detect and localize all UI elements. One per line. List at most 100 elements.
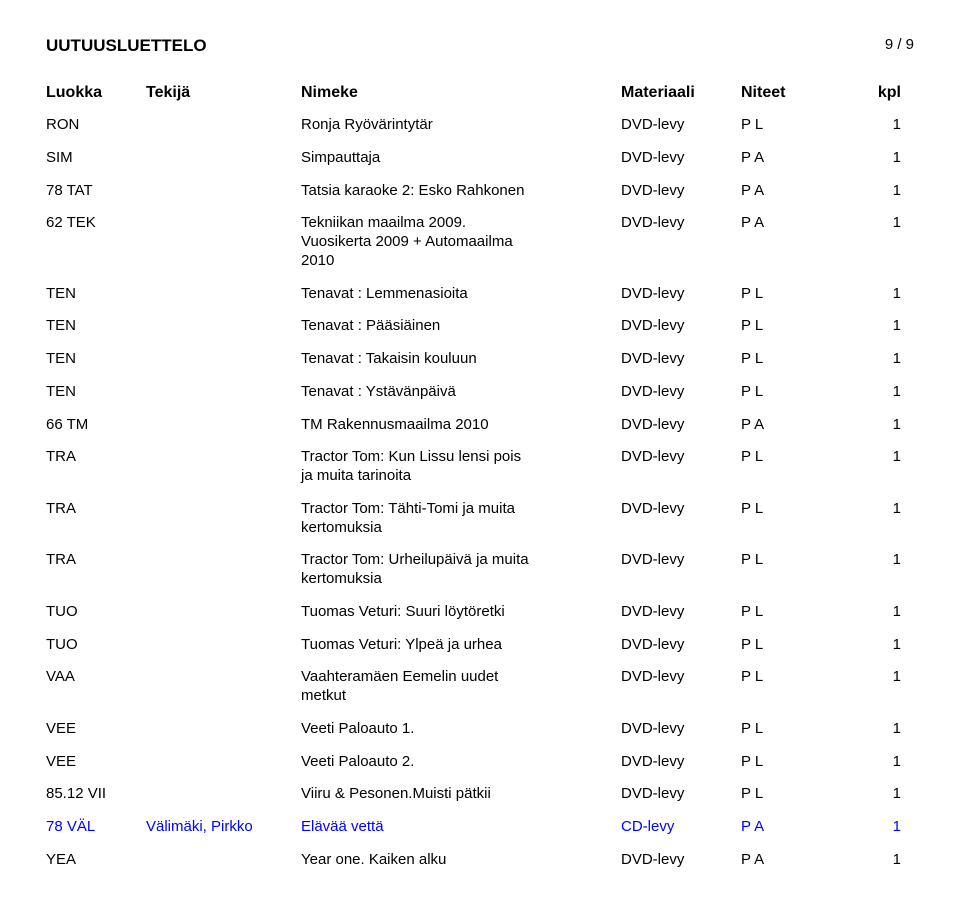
cell-materiaali: DVD-levy (621, 668, 741, 685)
cell-kpl: 1 (831, 149, 901, 166)
cell-luokka: 78 VÄL (46, 818, 146, 835)
cell-luokka: RON (46, 116, 146, 133)
table-row: RON Ronja RyövärintytärDVD-levyP L1 (46, 116, 914, 135)
cell-luokka: 66 TM (46, 416, 146, 433)
table-row: 85.12 VIIViiru & Pesonen.Muisti pätkiiDV… (46, 785, 914, 804)
cell-luokka: 85.12 VII (46, 785, 146, 802)
table-row: TENTenavat : YstävänpäiväDVD-levyP L1 (46, 383, 914, 402)
cell-luokka: TRA (46, 448, 146, 465)
cell-nimeke: Vaahteramäen Eemelin uudetmetkut (301, 668, 621, 706)
cell-kpl: 1 (831, 551, 901, 568)
cell-nimeke: Tekniikan maailma 2009.Vuosikerta 2009 +… (301, 214, 621, 270)
cell-nimeke: Tenavat : Takaisin kouluun (301, 350, 621, 369)
cell-kpl: 1 (831, 636, 901, 653)
cell-materiaali: DVD-levy (621, 603, 741, 620)
cell-materiaali: DVD-levy (621, 317, 741, 334)
cell-luokka: YEA (46, 851, 146, 868)
cell-nimeke: Ronja Ryövärintytär (301, 116, 621, 135)
table-row: 78 VÄLVälimäki, PirkkoElävää vettäCD-lev… (46, 818, 914, 837)
cell-luokka: TEN (46, 383, 146, 400)
cell-kpl: 1 (831, 214, 901, 231)
cell-kpl: 1 (831, 785, 901, 802)
cell-nimeke: Veeti Paloauto 2. (301, 753, 621, 772)
cell-nimeke: Simpauttaja (301, 149, 621, 168)
cell-nimeke: Tatsia karaoke 2: Esko Rahkonen (301, 182, 621, 201)
table-row: 62 TEK Tekniikan maailma 2009.Vuosikerta … (46, 214, 914, 270)
cell-niteet: P L (741, 285, 831, 302)
cell-materiaali: DVD-levy (621, 851, 741, 868)
header-kpl: kpl (831, 84, 901, 102)
cell-nimeke: Tractor Tom: Urheilupäivä ja muitakertom… (301, 551, 621, 589)
cell-materiaali: DVD-levy (621, 350, 741, 367)
cell-nimeke: Tenavat : Pääsiäinen (301, 317, 621, 336)
cell-materiaali: DVD-levy (621, 551, 741, 568)
cell-niteet: P L (741, 636, 831, 653)
cell-luokka: TUO (46, 603, 146, 620)
table-row: VAAVaahteramäen Eemelin uudetmetkutDVD-l… (46, 668, 914, 706)
cell-nimeke: Tuomas Veturi: Ylpeä ja urhea (301, 636, 621, 655)
cell-kpl: 1 (831, 317, 901, 334)
cell-luokka: TUO (46, 636, 146, 653)
table-row: TRATractor Tom: Kun Lissu lensi poisja m… (46, 448, 914, 486)
cell-nimeke: Tenavat : Ystävänpäivä (301, 383, 621, 402)
cell-nimeke: Tractor Tom: Tähti-Tomi ja muitakertomuk… (301, 500, 621, 538)
cell-niteet: P L (741, 720, 831, 737)
cell-niteet: P L (741, 317, 831, 334)
table-row: TEN Tenavat : PääsiäinenDVD-levyP L1 (46, 317, 914, 336)
cell-nimeke: TM Rakennusmaailma 2010 (301, 416, 621, 435)
page-count: 9 / 9 (885, 36, 914, 56)
cell-luokka: 62 TEK (46, 214, 146, 231)
cell-materiaali: DVD-levy (621, 383, 741, 400)
cell-kpl: 1 (831, 668, 901, 685)
cell-kpl: 1 (831, 720, 901, 737)
cell-materiaali: CD-levy (621, 818, 741, 835)
cell-niteet: P L (741, 603, 831, 620)
cell-kpl: 1 (831, 116, 901, 133)
cell-niteet: P L (741, 668, 831, 685)
cell-luokka: VEE (46, 753, 146, 770)
cell-niteet: P L (741, 753, 831, 770)
cell-luokka: SIM (46, 149, 146, 166)
cell-luokka: TRA (46, 551, 146, 568)
cell-niteet: P A (741, 214, 831, 231)
table-row: TENTenavat : Takaisin kouluunDVD-levyP L… (46, 350, 914, 369)
cell-materiaali: DVD-levy (621, 720, 741, 737)
cell-nimeke: Year one. Kaiken alku (301, 851, 621, 870)
cell-niteet: P L (741, 350, 831, 367)
cell-materiaali: DVD-levy (621, 214, 741, 231)
document-title: UUTUUSLUETTELO (46, 36, 207, 56)
table-row: TUOTuomas Veturi: Ylpeä ja urheaDVD-levy… (46, 636, 914, 655)
cell-materiaali: DVD-levy (621, 116, 741, 133)
cell-luokka: 78 TAT (46, 182, 146, 199)
cell-luokka: TEN (46, 317, 146, 334)
cell-niteet: P L (741, 116, 831, 133)
cell-luokka: TRA (46, 500, 146, 517)
cell-niteet: P A (741, 416, 831, 433)
table-row: TUOTuomas Veturi: Suuri löytöretkiDVD-le… (46, 603, 914, 622)
cell-kpl: 1 (831, 818, 901, 835)
cell-kpl: 1 (831, 603, 901, 620)
cell-kpl: 1 (831, 350, 901, 367)
cell-kpl: 1 (831, 416, 901, 433)
cell-nimeke: Veeti Paloauto 1. (301, 720, 621, 739)
cell-kpl: 1 (831, 851, 901, 868)
header-niteet: Niteet (741, 84, 831, 102)
cell-nimeke: Elävää vettä (301, 818, 621, 837)
cell-niteet: P A (741, 149, 831, 166)
cell-tekija: Välimäki, Pirkko (146, 818, 301, 835)
cell-materiaali: DVD-levy (621, 753, 741, 770)
cell-materiaali: DVD-levy (621, 285, 741, 302)
cell-niteet: P L (741, 448, 831, 465)
cell-nimeke: Tenavat : Lemmenasioita (301, 285, 621, 304)
cell-kpl: 1 (831, 448, 901, 465)
cell-niteet: P A (741, 182, 831, 199)
column-header-row: Luokka Tekijä Nimeke Materiaali Niteet k… (46, 84, 914, 102)
document-header: UUTUUSLUETTELO 9 / 9 (46, 36, 914, 56)
cell-niteet: P L (741, 500, 831, 517)
cell-materiaali: DVD-levy (621, 182, 741, 199)
cell-luokka: VEE (46, 720, 146, 737)
table-row: 66 TMTM Rakennusmaailma 2010DVD-levyP A1 (46, 416, 914, 435)
header-materiaali: Materiaali (621, 84, 741, 102)
cell-materiaali: DVD-levy (621, 149, 741, 166)
cell-kpl: 1 (831, 500, 901, 517)
